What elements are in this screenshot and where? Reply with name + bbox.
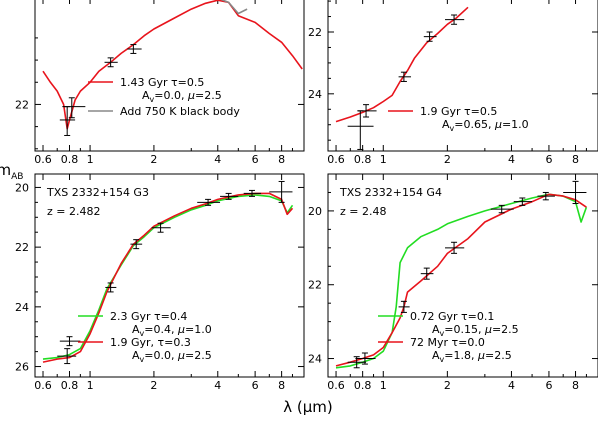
- x-tick-label: 6: [545, 153, 552, 166]
- data-point: [445, 241, 465, 254]
- plot-frame: [34, 0, 305, 152]
- y-tick-label: 24: [308, 88, 322, 101]
- x-tick-label: 0.6: [34, 379, 52, 392]
- series-line: [220, 0, 248, 15]
- x-tick-label: 2: [444, 153, 451, 166]
- panel-subtitle: z = 2.48: [340, 205, 386, 218]
- data-point: [62, 97, 86, 119]
- x-tick-label: 6: [545, 379, 552, 392]
- y-tick-label: 24: [15, 301, 29, 314]
- legend-label: 2.3 Gyr τ=0.4: [110, 310, 187, 323]
- data-point: [398, 71, 412, 82]
- data-point: [197, 198, 221, 206]
- x-tick-label: 2: [150, 379, 157, 392]
- x-tick-label: 4: [508, 153, 515, 166]
- x-tick-label: 0.6: [34, 153, 52, 166]
- legend-label-params: Av=0.65, μ=1.0: [442, 118, 529, 133]
- legend-label-params: Av=0.15, μ=2.5: [432, 323, 519, 338]
- x-tick-label: 8: [278, 379, 285, 392]
- x-tick-label: 0.6: [327, 379, 345, 392]
- legend-label-params: Av=0.0, μ=2.5: [142, 89, 222, 104]
- data-point: [151, 222, 171, 233]
- x-tick-label: 0.8: [61, 153, 79, 166]
- y-tick-label: 20: [308, 205, 322, 218]
- data-point: [513, 197, 533, 206]
- data-point: [105, 282, 117, 293]
- legend-label-params: Av=1.8, μ=2.5: [432, 349, 512, 364]
- data-point: [357, 104, 377, 118]
- x-tick-label: 4: [214, 153, 221, 166]
- data-point: [104, 57, 118, 68]
- panel-subtitle: z = 2.482: [47, 205, 100, 218]
- data-point: [563, 180, 587, 205]
- x-tick-label: 6: [252, 153, 259, 166]
- series-group: [335, 180, 588, 369]
- legend-label: 72 Myr τ=0.0: [410, 336, 485, 349]
- data-point: [57, 348, 77, 365]
- data-point: [355, 352, 376, 365]
- x-tick-label: 2: [150, 153, 157, 166]
- x-tick-label: 8: [572, 379, 579, 392]
- panel-title: TXS 2332+154 G4: [339, 186, 442, 199]
- x-tick-label: 6: [252, 379, 259, 392]
- x-tick-label: 0.8: [354, 153, 372, 166]
- data-point: [59, 336, 81, 347]
- x-axis-label: λ (μm): [283, 398, 333, 416]
- plot-frame: [327, 0, 598, 152]
- legend-label: 1.9 Gyr, τ=0.3: [110, 336, 191, 349]
- series-group: [42, 0, 303, 136]
- data-point: [423, 31, 437, 42]
- x-tick-label: 1: [380, 153, 387, 166]
- legend-label: Add 750 K black body: [120, 105, 240, 118]
- panel-title: TXS 2332+154 G3: [46, 186, 149, 199]
- y-tick-label: 24: [308, 353, 322, 366]
- x-tick-label: 0.6: [327, 153, 345, 166]
- legend-label-params: Av=0.4, μ=1.0: [132, 323, 212, 338]
- x-tick-label: 1: [380, 379, 387, 392]
- y-tick-label: 22: [308, 279, 322, 292]
- data-point: [127, 44, 142, 54]
- y-tick-label: 22: [308, 26, 322, 39]
- data-point: [490, 204, 514, 214]
- x-tick-label: 4: [508, 379, 515, 392]
- x-tick-label: 2: [444, 379, 451, 392]
- y-axis-label-sub: AB: [11, 172, 23, 182]
- legend-label-params: Av=0.0, μ=2.5: [132, 349, 212, 364]
- x-tick-label: 4: [214, 379, 221, 392]
- panel-top-left: 0.6 0.8 1 2 4 6 8 22 1.43 Gyr τ=0.5Av=0.0, μ=2.5…: [15, 0, 305, 166]
- data-point: [243, 189, 262, 197]
- x-tick-label: 0.8: [61, 379, 79, 392]
- legend-label: 1.43 Gyr τ=0.5: [120, 76, 204, 89]
- x-tick-label: 8: [278, 153, 285, 166]
- y-axis-label: mAB: [0, 161, 23, 182]
- x-tick-label: 0.8: [354, 379, 372, 392]
- series-group: [335, 6, 469, 150]
- y-tick-label: 26: [15, 361, 29, 374]
- data-point: [537, 191, 555, 201]
- y-tick-label: 20: [15, 181, 29, 194]
- legend-label: 0.72 Gyr τ=0.1: [410, 310, 494, 323]
- x-tick-label: 1: [87, 379, 94, 392]
- x-tick-label: 1: [87, 153, 94, 166]
- y-tick-label: 22: [15, 98, 29, 111]
- data-point: [130, 239, 143, 250]
- data-point: [445, 14, 465, 25]
- data-point: [420, 267, 434, 280]
- data-point: [398, 300, 410, 313]
- data-point: [269, 180, 293, 203]
- y-tick-label: 22: [15, 241, 29, 254]
- plot-frame: [327, 173, 598, 378]
- series-line: [42, 192, 294, 363]
- data-point: [220, 192, 239, 200]
- legend-label: 1.9 Gyr τ=0.5: [420, 105, 497, 118]
- x-tick-label: 8: [572, 153, 579, 166]
- plot-frame: [34, 173, 305, 378]
